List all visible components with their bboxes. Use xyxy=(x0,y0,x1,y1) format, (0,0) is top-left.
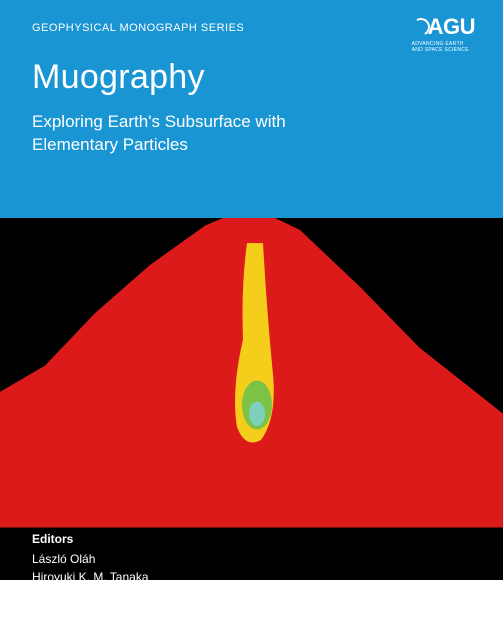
editor-name-0: László Oláh xyxy=(32,550,149,568)
book-cover: GEOPHYSICAL MONOGRAPH SERIES AGU ADVANCI… xyxy=(0,0,503,640)
series-name: GEOPHYSICAL MONOGRAPH SERIES xyxy=(32,22,475,34)
editor-name-2: Dezső Varga xyxy=(32,586,149,604)
publisher-logo: WILEY xyxy=(403,578,475,604)
agu-logo: AGU ADVANCING EARTH AND SPACE SCIENCE xyxy=(412,14,475,53)
editors-label: Editors xyxy=(32,530,149,548)
editors-block: Editors László Oláh Hiroyuki K. M. Tanak… xyxy=(32,530,149,604)
agu-mark: AGU xyxy=(412,14,475,40)
agu-tagline-2: AND SPACE SCIENCE xyxy=(412,47,475,53)
book-title: Muography xyxy=(32,58,475,97)
editor-name-1: Hiroyuki K. M. Tanaka xyxy=(32,568,149,586)
book-subtitle: Exploring Earth's Subsurface with Elemen… xyxy=(32,111,352,157)
agu-text: AGU xyxy=(428,14,475,40)
agu-tagline: ADVANCING EARTH AND SPACE SCIENCE xyxy=(412,41,475,53)
header-bar: GEOPHYSICAL MONOGRAPH SERIES AGU ADVANCI… xyxy=(0,0,503,218)
volcano-graphic xyxy=(0,160,503,580)
